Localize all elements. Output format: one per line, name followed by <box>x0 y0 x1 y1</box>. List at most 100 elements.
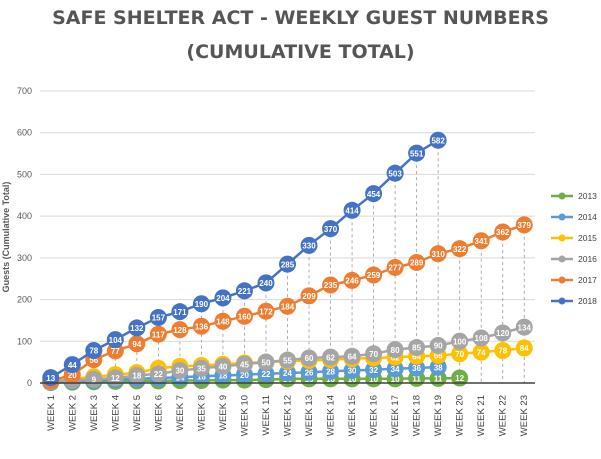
x-tick-label: WEEK 10 <box>239 395 250 436</box>
data-label: 330 <box>302 242 316 251</box>
x-tick-label: WEEK 13 <box>304 395 315 436</box>
data-label: 45 <box>240 360 249 369</box>
x-tick-label: WEEK 5 <box>132 395 143 431</box>
x-tick-label: WEEK 21 <box>476 395 487 436</box>
series-2016: 36 9 12 18 22 30 35 40 45 50 55 60 62 64 70 80 85 90 100 10… <box>42 318 533 391</box>
data-point <box>451 332 469 350</box>
data-label: 160 <box>238 312 252 321</box>
data-point <box>300 287 318 305</box>
legend-label: 2015 <box>578 233 597 243</box>
data-label: 503 <box>388 169 402 178</box>
data-label: 148 <box>216 317 230 326</box>
data-label: 62 <box>326 353 335 362</box>
x-tick-label: WEEK 19 <box>433 395 444 436</box>
data-label: 289 <box>410 259 424 268</box>
legend-marker <box>558 297 566 305</box>
data-label: 11 <box>434 375 443 384</box>
data-label: 582 <box>431 136 445 145</box>
data-point <box>408 144 426 162</box>
data-point <box>149 365 167 383</box>
data-point <box>386 164 404 182</box>
data-label: 28 <box>326 368 335 377</box>
data-point <box>451 240 469 258</box>
data-label: 117 <box>152 330 165 339</box>
data-label: 414 <box>345 207 359 216</box>
data-label: 120 <box>496 329 510 338</box>
data-point <box>408 359 426 377</box>
data-point <box>257 365 275 383</box>
legend-label: 2018 <box>578 296 597 306</box>
data-point <box>472 232 490 250</box>
data-point <box>149 309 167 327</box>
data-point <box>429 336 447 354</box>
data-label: 70 <box>455 350 464 359</box>
data-point <box>386 341 404 359</box>
data-point <box>192 317 210 335</box>
legend-item-2014: 2014 <box>551 212 597 222</box>
data-point <box>257 353 275 371</box>
data-point <box>149 325 167 343</box>
data-label: 310 <box>431 250 445 259</box>
data-point <box>365 266 383 284</box>
y-tick-label: 100 <box>17 336 32 346</box>
data-point <box>386 258 404 276</box>
data-label: 26 <box>305 368 314 377</box>
data-label: 74 <box>477 348 486 357</box>
data-point <box>365 361 383 379</box>
data-point <box>451 369 469 387</box>
data-point <box>85 341 103 359</box>
data-point <box>322 220 340 238</box>
legend-marker <box>558 255 566 263</box>
legend-label: 2013 <box>578 191 597 201</box>
data-label: 77 <box>111 347 120 356</box>
data-point <box>429 245 447 263</box>
data-label: 66 <box>434 352 443 361</box>
data-point <box>214 357 232 375</box>
data-point <box>322 362 340 380</box>
data-label: 30 <box>175 367 184 376</box>
data-label: 84 <box>520 344 529 353</box>
data-point <box>494 223 512 241</box>
data-label: 108 <box>475 334 489 343</box>
data-point <box>429 131 447 149</box>
data-label: 551 <box>410 149 424 158</box>
x-tick-label: WEEK 17 <box>390 395 401 436</box>
data-label: 16 <box>197 373 206 382</box>
data-label: 100 <box>453 337 467 346</box>
data-label: 285 <box>281 260 295 269</box>
data-label: 157 <box>152 314 166 323</box>
data-label: 38 <box>434 363 443 372</box>
data-point <box>472 329 490 347</box>
data-label: 454 <box>367 190 381 199</box>
x-tick-label: WEEK 22 <box>498 395 509 436</box>
data-point <box>429 358 447 376</box>
data-label: 172 <box>259 307 273 316</box>
legend-item-2018: 2018 <box>551 296 597 306</box>
data-point <box>408 339 426 357</box>
data-label: 22 <box>154 370 163 379</box>
y-tick-label: 600 <box>17 128 32 138</box>
chart-subtitle: (CUMULATIVE TOTAL) <box>186 41 415 63</box>
data-label: 235 <box>324 281 338 290</box>
data-label: 78 <box>498 347 507 356</box>
data-point <box>300 363 318 381</box>
data-label: 18 <box>132 372 141 381</box>
legend-marker <box>558 192 566 200</box>
data-point <box>515 339 533 357</box>
legend-marker <box>558 234 566 242</box>
data-label: 171 <box>173 308 187 317</box>
data-point <box>235 307 253 325</box>
x-tick-label: WEEK 1 <box>46 395 57 431</box>
data-point <box>515 318 533 336</box>
data-point <box>192 295 210 313</box>
series-2018: 1344781041321571711902042212402853303704… <box>42 131 447 387</box>
y-tick-label: 0 <box>27 378 32 388</box>
data-label: 11 <box>412 375 421 384</box>
data-point <box>257 302 275 320</box>
data-point <box>494 341 512 359</box>
data-label: 36 <box>412 364 421 373</box>
data-label: 94 <box>132 340 141 349</box>
data-label: 277 <box>388 264 402 273</box>
data-label: 85 <box>412 344 421 353</box>
